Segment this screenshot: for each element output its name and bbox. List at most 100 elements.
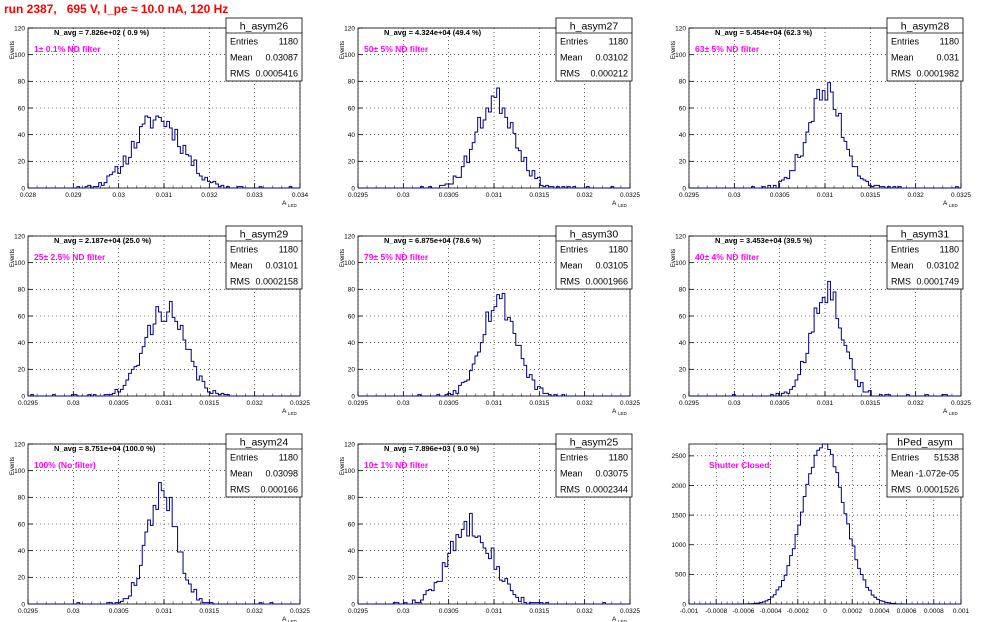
x-tick-label: 0.0305 [439, 608, 459, 615]
x-axis-label-subscript: LED [618, 411, 628, 416]
x-axis-label-subscript: LED [288, 411, 298, 416]
x-tick-label: 0.0315 [199, 608, 219, 615]
stats-box-title: h_asym24 [240, 437, 289, 449]
y-tick-label: 120 [14, 441, 25, 448]
x-tick-label: 0.0315 [860, 192, 880, 199]
stats-value: 1180 [279, 245, 298, 255]
x-tick-label: 0.032 [577, 192, 594, 199]
stats-box [225, 17, 303, 82]
stats-value: 0.03075 [595, 469, 628, 479]
navg-annotation: N_avg = 6.875e+04 (78.6 %) [384, 236, 482, 245]
stats-label: RMS [560, 69, 580, 79]
x-axis-label: A [943, 200, 948, 207]
histogram-line [689, 443, 961, 605]
stats-value: 0.0001982 [916, 69, 959, 79]
x-tick-label: -0.001 [680, 608, 699, 615]
histogram-line [28, 300, 300, 397]
stats-label: Entries [230, 453, 259, 463]
x-tick-label: 0.0315 [529, 608, 549, 615]
x-tick-label: 0.0006 [897, 608, 917, 615]
x-tick-label: 0.03 [67, 400, 80, 407]
y-tick-label: 60 [679, 313, 687, 320]
x-axis-label-subscript: LED [949, 411, 959, 416]
page-title: run 2387, 695 V, I_pe ≈ 10.0 nA, 120 Hz [4, 2, 229, 16]
filter-annotation: 40± 4% ND filter [695, 252, 760, 262]
x-tick-label: 0.031 [486, 608, 503, 615]
stats-label: Mean [560, 261, 583, 271]
stats-label: Mean [230, 53, 253, 63]
x-tick-label: -0.0006 [732, 608, 754, 615]
x-tick-label: 0.0315 [860, 400, 880, 407]
x-tick-label: 0.028 [20, 192, 37, 199]
x-tick-label: 0.0325 [290, 608, 310, 615]
x-tick-label: 0.0295 [348, 400, 368, 407]
filter-annotation: 25± 2.5% ND filter [34, 252, 106, 262]
stats-label: RMS [230, 69, 250, 79]
stats-box [886, 433, 964, 498]
x-tick-label: 0.032 [577, 400, 594, 407]
stats-label: RMS [560, 485, 580, 495]
x-axis-label: A [943, 408, 948, 415]
stats-box-title: h_asym28 [901, 21, 950, 33]
x-axis-label-subscript: LED [949, 203, 959, 208]
x-axis-label-subscript: LED [288, 619, 298, 622]
y-tick-label: 40 [18, 132, 26, 139]
filter-annotation: 79± 5% ND filter [364, 252, 429, 262]
stats-value: 0.0001966 [585, 277, 628, 287]
x-tick-label: -0.0004 [760, 608, 782, 615]
stats-value: 0.03098 [265, 469, 298, 479]
y-axis-label: Events [671, 41, 677, 59]
x-tick-label: 0.032 [247, 400, 264, 407]
navg-annotation: N_avg = 5.454e+04 (62.3 %) [715, 28, 813, 37]
y-tick-label: 120 [344, 233, 355, 240]
x-tick-label: 0.03 [728, 192, 741, 199]
y-tick-label: 20 [348, 367, 356, 374]
x-tick-label: 0.0305 [439, 400, 459, 407]
y-tick-label: 60 [679, 105, 687, 112]
x-tick-label: 0.0305 [439, 192, 459, 199]
y-tick-label: 80 [348, 79, 356, 86]
x-tick-label: 0.0315 [529, 192, 549, 199]
y-tick-label: 80 [679, 79, 687, 86]
x-axis-label: A [282, 616, 287, 622]
stats-value: 1180 [940, 245, 959, 255]
x-tick-label: 0.0305 [109, 608, 129, 615]
x-tick-label: 0.0295 [18, 400, 38, 407]
x-tick-label: 0.032 [908, 400, 925, 407]
y-tick-label: 100 [14, 260, 25, 267]
stats-box-title: h_asym25 [570, 437, 619, 449]
x-tick-label: 0.031 [486, 192, 503, 199]
stats-value: 0.03102 [595, 53, 628, 63]
x-tick-label: 0.03 [67, 608, 80, 615]
x-axis-label: A [612, 408, 617, 415]
x-axis-label-subscript: LED [288, 203, 298, 208]
y-tick-label: 80 [348, 495, 356, 502]
x-axis-label: A [282, 408, 287, 415]
y-tick-label: 80 [18, 287, 26, 294]
histogram-panel-hPed-asym: -0.001 -0.0008 -0.0006 -0.0004 -0.0002 0 0.000… [672, 433, 970, 615]
stats-value: 1180 [609, 37, 628, 47]
x-axis-label-subscript: LED [618, 619, 628, 622]
y-tick-label: 60 [348, 105, 356, 112]
y-tick-label: 60 [18, 521, 26, 528]
stats-box-title: h_asym31 [901, 229, 950, 241]
stats-box [225, 433, 303, 498]
stats-value: 1180 [279, 453, 298, 463]
x-tick-label: 0.0305 [770, 400, 790, 407]
stats-label: Entries [230, 37, 259, 47]
x-tick-label: 0.0315 [529, 400, 549, 407]
stats-label: Mean [891, 53, 914, 63]
stats-label: Mean [891, 261, 914, 271]
stats-box-title: h_asym29 [240, 229, 289, 241]
x-tick-label: 0.0325 [951, 192, 971, 199]
x-tick-label: 0.03 [112, 192, 125, 199]
y-tick-label: 100 [675, 260, 686, 267]
y-axis-label: Events [671, 249, 677, 267]
y-tick-label: 0 [351, 185, 355, 192]
y-tick-label: 0 [351, 393, 355, 400]
y-tick-label: 20 [18, 575, 26, 582]
x-tick-label: 0 [823, 608, 827, 615]
histogram-panel-h-asym24: 0.0295 0.03 0.0305 0.031 0.0315 0.032 0.0325 0 2… [10, 433, 310, 622]
stats-label: Entries [560, 245, 589, 255]
histogram-panel-h-asym25: 0.0295 0.03 0.0305 0.031 0.0315 0.032 0.0325 0 2… [340, 433, 640, 622]
